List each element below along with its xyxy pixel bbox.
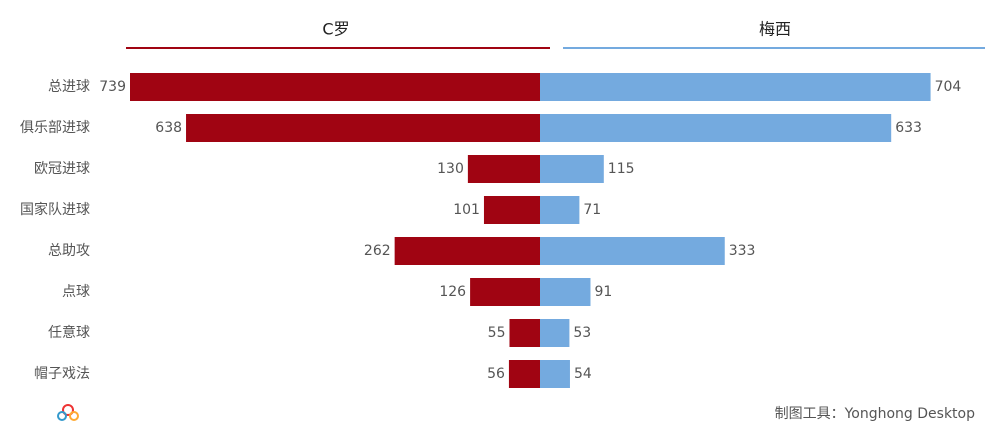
bar (483, 196, 540, 224)
logo (57, 404, 79, 421)
bar (540, 155, 604, 183)
category-label: 俱乐部进球 (20, 120, 90, 136)
category-label: 点球 (62, 284, 90, 300)
bar (130, 73, 540, 101)
bar (186, 114, 540, 142)
value-label: 53 (573, 325, 591, 341)
bar (508, 360, 540, 388)
category-label: 国家队进球 (20, 201, 90, 218)
source-note: 制图工具：Yonghong Desktop (775, 406, 976, 422)
category-label: 任意球 (48, 324, 90, 341)
value-label: 638 (155, 120, 182, 136)
series-title: C罗 (322, 20, 349, 39)
value-label: 56 (487, 366, 505, 382)
value-label: 126 (439, 284, 466, 300)
category-label: 总助攻 (48, 243, 90, 259)
value-label: 54 (574, 366, 592, 382)
value-label: 704 (935, 79, 962, 95)
value-label: 91 (594, 284, 612, 300)
bar (540, 237, 725, 265)
category-label: 欧冠进球 (34, 161, 90, 177)
bar (540, 114, 892, 142)
value-label: 130 (437, 161, 464, 177)
category-label: 帽子戏法 (34, 366, 90, 382)
bar (540, 278, 591, 306)
value-label: 71 (583, 202, 601, 218)
bar (467, 155, 540, 183)
bar (394, 237, 540, 265)
value-label: 739 (99, 79, 126, 95)
bar (509, 319, 540, 347)
value-label: 101 (453, 202, 480, 218)
value-label: 333 (729, 243, 756, 259)
bar (540, 196, 580, 224)
value-label: 115 (608, 161, 635, 177)
value-label: 262 (364, 243, 391, 259)
value-label: 633 (895, 120, 922, 136)
bar (470, 278, 540, 306)
bar (540, 319, 570, 347)
category-label: 总进球 (48, 79, 90, 95)
bar (540, 360, 570, 388)
value-label: 55 (488, 325, 506, 341)
series-title: 梅西 (759, 20, 791, 39)
bar (540, 73, 931, 101)
